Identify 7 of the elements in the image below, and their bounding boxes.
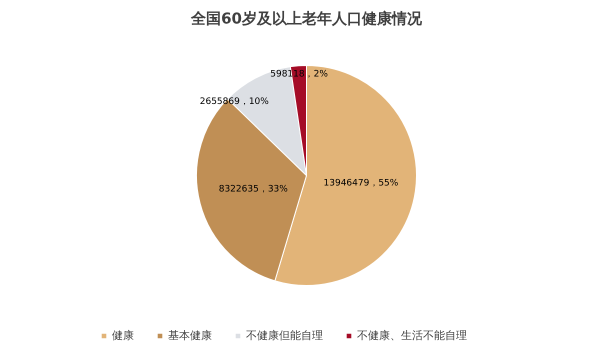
legend-label: 基本健康: [168, 328, 212, 343]
chart-title: 全国60岁及以上老年人口健康情况: [190, 10, 423, 28]
legend-label: 不健康但能自理: [246, 328, 323, 343]
legend-label: 健康: [112, 328, 134, 343]
data-label: 13946479，55%: [324, 178, 399, 188]
legend-label: 不健康、生活不能自理: [357, 328, 467, 343]
data-label: 8322635，33%: [218, 184, 288, 194]
